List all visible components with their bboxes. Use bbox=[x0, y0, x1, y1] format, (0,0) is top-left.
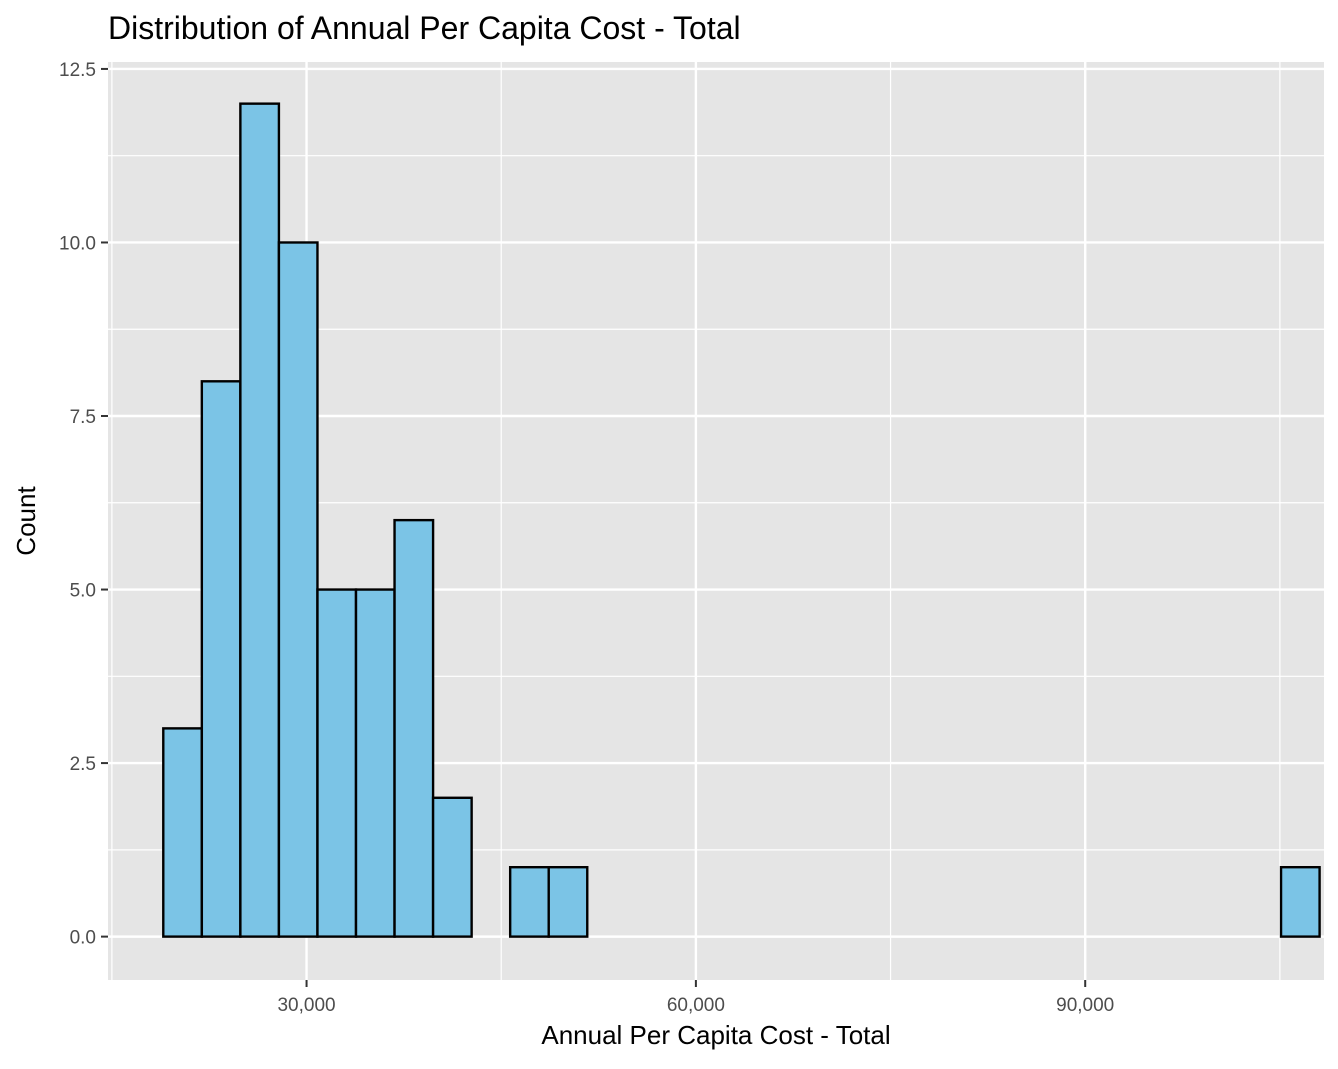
x-axis-title: Annual Per Capita Cost - Total bbox=[541, 1020, 890, 1050]
y-tick-label: 7.5 bbox=[70, 407, 96, 428]
chart-title: Distribution of Annual Per Capita Cost -… bbox=[108, 10, 741, 46]
histogram-bar bbox=[200, 380, 242, 938]
y-tick-label: 2.5 bbox=[70, 754, 96, 775]
histogram-bar bbox=[431, 796, 473, 938]
y-tick-label: 12.5 bbox=[59, 60, 96, 81]
y-tick-label: 10.0 bbox=[59, 233, 96, 254]
histogram-bars bbox=[162, 102, 1321, 938]
histogram-bar bbox=[316, 588, 358, 938]
histogram-bar bbox=[277, 241, 319, 938]
x-tick-label: 60,000 bbox=[667, 995, 725, 1016]
histogram-bar bbox=[508, 866, 550, 938]
y-axis-title: Count bbox=[11, 486, 41, 556]
histogram-bar bbox=[239, 102, 281, 938]
histogram-bar bbox=[162, 727, 204, 938]
histogram-bar bbox=[1279, 866, 1321, 938]
x-tick-label: 90,000 bbox=[1056, 995, 1114, 1016]
histogram-bar bbox=[393, 518, 435, 938]
histogram-bar bbox=[354, 588, 396, 938]
x-tick-label: 30,000 bbox=[277, 995, 335, 1016]
y-axis: 0.0 2.5 5.0 7.5 10.0 12.5 bbox=[59, 60, 108, 949]
y-tick-label: 5.0 bbox=[70, 581, 96, 602]
histogram-bar bbox=[547, 866, 589, 938]
y-tick-label: 0.0 bbox=[70, 928, 96, 949]
x-axis: 30,000 60,000 90,000 bbox=[277, 980, 1114, 1016]
